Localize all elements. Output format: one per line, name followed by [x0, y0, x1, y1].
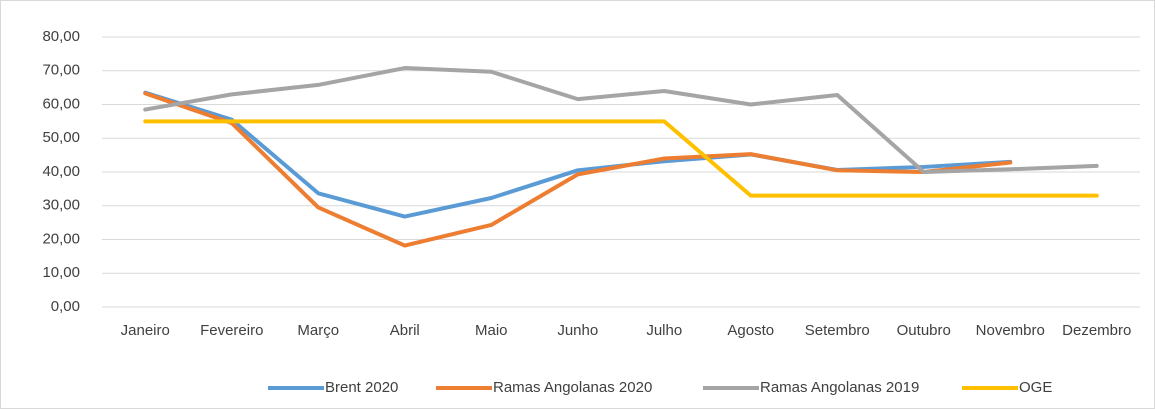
x-tick-label: Dezembro [1062, 322, 1131, 339]
x-tick-label: Junho [557, 322, 598, 339]
legend-label: OGE [1019, 379, 1052, 396]
x-tick-label: Janeiro [121, 322, 170, 339]
x-tick-label: Fevereiro [200, 322, 263, 339]
x-tick-label: Julho [646, 322, 682, 339]
y-tick-label: 0,00 [51, 298, 80, 315]
x-tick-label: Abril [390, 322, 420, 339]
x-tick-label: Outubro [897, 322, 951, 339]
y-tick-label: 50,00 [42, 129, 80, 146]
legend-label: Ramas Angolanas 2019 [760, 379, 919, 396]
x-tick-label: Maio [475, 322, 508, 339]
y-tick-label: 10,00 [42, 264, 80, 281]
legend-label: Ramas Angolanas 2020 [493, 379, 652, 396]
legend-label: Brent 2020 [325, 379, 398, 396]
y-tick-label: 30,00 [42, 197, 80, 214]
series-line [143, 66, 1099, 174]
y-tick-label: 60,00 [42, 95, 80, 112]
y-tick-label: 40,00 [42, 163, 80, 180]
x-tick-label: Agosto [727, 322, 774, 339]
series-line [143, 91, 1013, 248]
y-tick-label: 70,00 [42, 62, 80, 79]
series-line [143, 119, 1099, 198]
y-tick-label: 80,00 [42, 28, 80, 45]
x-tick-label: Março [297, 322, 339, 339]
y-tick-label: 20,00 [42, 230, 80, 247]
x-tick-label: Setembro [805, 322, 870, 339]
x-tick-label: Novembro [976, 322, 1045, 339]
